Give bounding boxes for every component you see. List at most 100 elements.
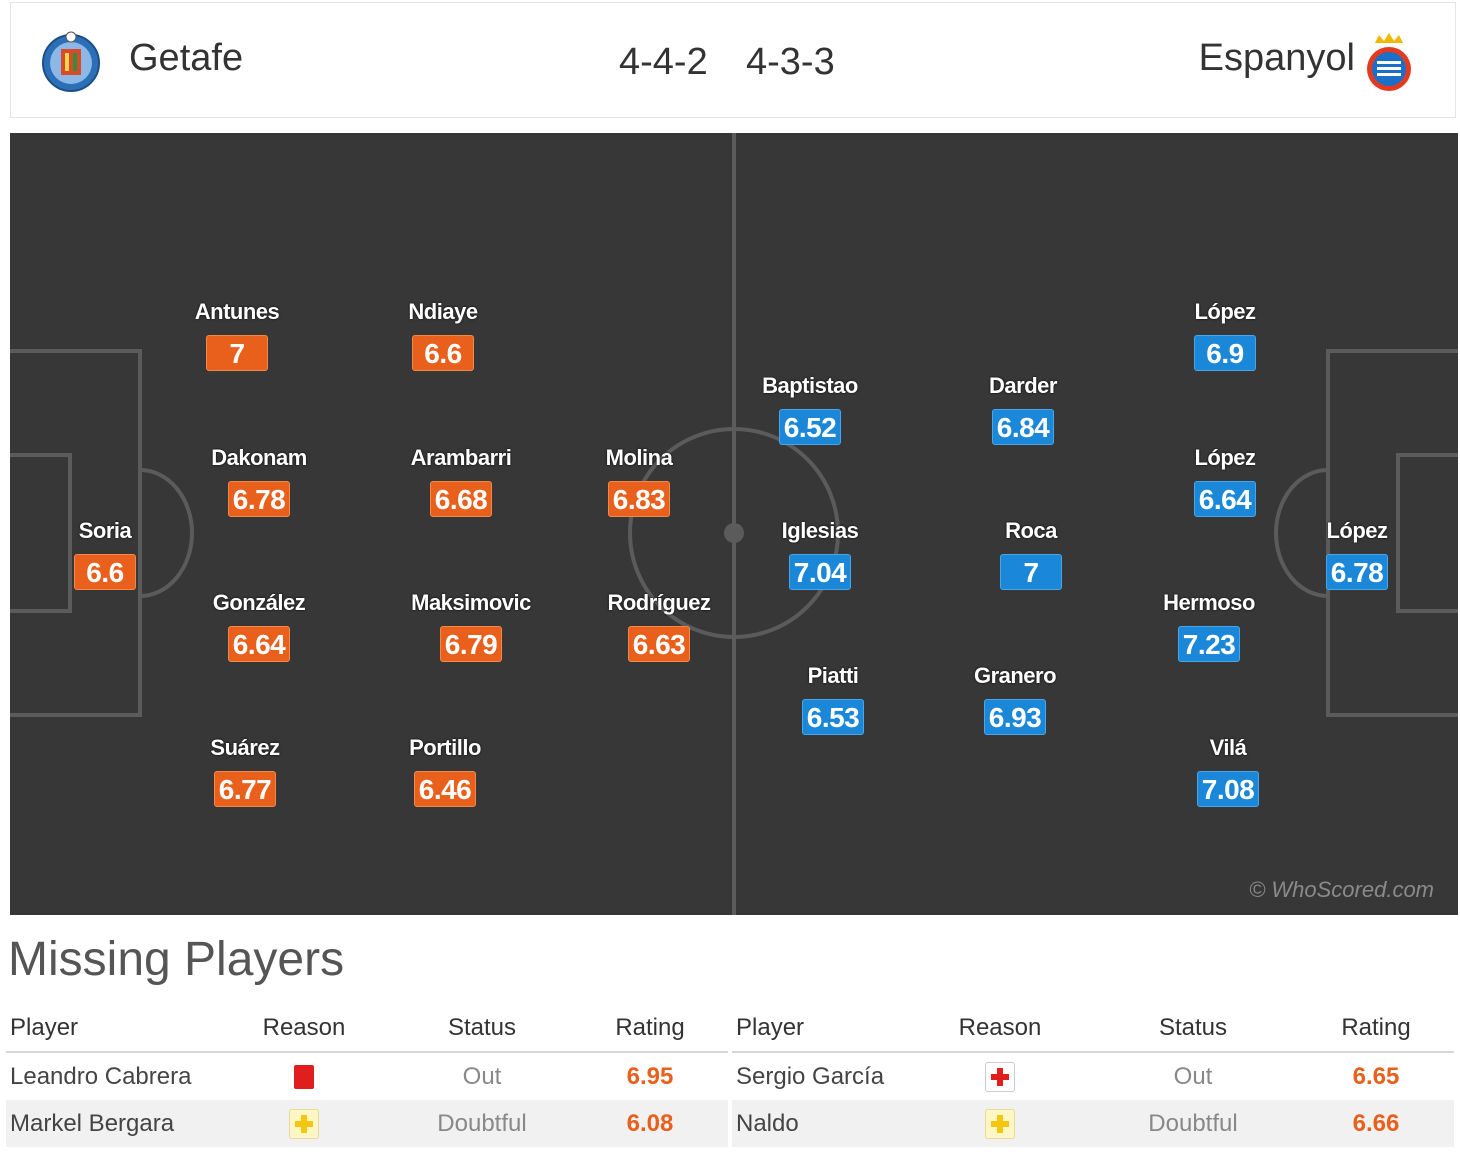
player-name: López: [1194, 299, 1256, 324]
missing-rating: 6.95: [626, 1062, 674, 1090]
home-player[interactable]: Antunes 7: [162, 299, 312, 371]
player-rating: 7.08: [1197, 771, 1259, 807]
player-name: Vilá: [1209, 735, 1247, 760]
player-name: Dakonam: [211, 445, 307, 470]
player-rating: 6.78: [1326, 554, 1388, 590]
player-rating: 7.04: [789, 554, 851, 590]
home-player[interactable]: Soria 6.6: [30, 518, 180, 590]
col-rating[interactable]: Rating: [1298, 1005, 1454, 1053]
missing-reason: [216, 1100, 392, 1147]
player-rating: 6.84: [992, 409, 1054, 445]
away-player[interactable]: Vilá 7.08: [1153, 735, 1303, 807]
player-rating: 6.52: [779, 409, 841, 445]
missing-rating: 6.65: [1352, 1062, 1400, 1090]
player-rating: 6.6: [74, 554, 136, 590]
home-player[interactable]: Portillo 6.46: [370, 735, 520, 807]
away-player[interactable]: Roca 7: [956, 518, 1106, 590]
home-player[interactable]: Ndiaye 6.6: [368, 299, 518, 371]
player-rating: 6.77: [214, 771, 276, 807]
player-name: Iglesias: [781, 518, 859, 543]
away-player[interactable]: López 6.9: [1150, 299, 1300, 371]
player-name: Suárez: [210, 735, 280, 760]
home-missing-table: Player Reason Status Rating Leandro Cabr…: [6, 1005, 728, 1147]
away-team-name[interactable]: Espanyol: [1198, 37, 1355, 79]
missing-player-name[interactable]: Leandro Cabrera: [10, 1062, 192, 1090]
away-player[interactable]: Baptistao 6.52: [735, 373, 885, 445]
player-rating: 6.63: [628, 626, 690, 662]
home-player[interactable]: Suárez 6.77: [170, 735, 320, 807]
home-player[interactable]: Rodríguez 6.63: [584, 590, 734, 662]
player-rating: 6.6: [412, 335, 474, 371]
player-name: López: [1326, 518, 1388, 543]
player-name: Granero: [973, 663, 1057, 688]
player-name: Baptistao: [762, 373, 858, 398]
table-row: Sergio García Out 6.65: [732, 1052, 1454, 1100]
away-player[interactable]: López 6.78: [1282, 518, 1432, 590]
player-rating: 7: [206, 335, 268, 371]
col-reason[interactable]: Reason: [912, 1005, 1088, 1053]
player-rating: 7: [1000, 554, 1062, 590]
player-rating: 6.64: [1194, 481, 1256, 517]
away-player[interactable]: Hermoso 7.23: [1134, 590, 1284, 662]
player-name: González: [212, 590, 306, 615]
player-name: Portillo: [409, 735, 481, 760]
missing-rating: 6.08: [572, 1100, 728, 1147]
missing-player-name[interactable]: Sergio García: [736, 1062, 885, 1090]
home-team-name[interactable]: Getafe: [129, 37, 244, 79]
away-missing-table: Player Reason Status Rating Sergio Garcí…: [732, 1005, 1454, 1147]
whoscored-watermark: © WhoScored.com: [1249, 877, 1434, 902]
col-player[interactable]: Player: [6, 1005, 216, 1053]
lineup-pitch: Soria 6.6 Antunes 7 Dakonam 6.78 Gonzále…: [10, 133, 1458, 915]
home-player[interactable]: González 6.64: [184, 590, 334, 662]
missing-reason: [216, 1052, 392, 1100]
missing-player-name[interactable]: Naldo: [732, 1100, 912, 1147]
away-formation: 4-3-3: [746, 41, 835, 83]
player-name: Molina: [605, 445, 673, 470]
player-name: Arambarri: [410, 445, 512, 470]
col-reason[interactable]: Reason: [216, 1005, 392, 1053]
away-player[interactable]: Granero 6.93: [940, 663, 1090, 735]
away-player[interactable]: Darder 6.84: [948, 373, 1098, 445]
espanyol-crest-icon: [1367, 33, 1411, 91]
table-header-row: Player Reason Status Rating: [732, 1005, 1454, 1053]
missing-status: Out: [1173, 1062, 1213, 1090]
col-rating[interactable]: Rating: [572, 1005, 728, 1053]
home-player[interactable]: Maksimovic 6.79: [396, 590, 546, 662]
col-status[interactable]: Status: [1088, 1005, 1298, 1053]
player-name: Hermoso: [1163, 590, 1255, 615]
home-player[interactable]: Dakonam 6.78: [184, 445, 334, 517]
player-rating: 6.9: [1194, 335, 1256, 371]
player-rating: 7.23: [1178, 626, 1240, 662]
player-name: López: [1194, 445, 1256, 470]
player-rating: 6.46: [414, 771, 476, 807]
away-player[interactable]: Iglesias 7.04: [745, 518, 895, 590]
home-player[interactable]: Arambarri 6.68: [386, 445, 536, 517]
player-rating: 6.68: [430, 481, 492, 517]
table-header-row: Player Reason Status Rating: [6, 1005, 728, 1053]
pitch-lines: [10, 133, 1458, 915]
table-row: Naldo Doubtful 6.66: [732, 1100, 1454, 1147]
player-name: Antunes: [194, 299, 280, 324]
missing-players-title: Missing Players: [8, 933, 345, 986]
missing-player-name[interactable]: Markel Bergara: [6, 1100, 216, 1147]
player-rating: 6.79: [440, 626, 502, 662]
home-player[interactable]: Molina 6.83: [564, 445, 714, 517]
away-player[interactable]: López 6.64: [1150, 445, 1300, 517]
player-name: Ndiaye: [408, 299, 478, 324]
player-rating: 6.64: [228, 626, 290, 662]
player-name: Maksimovic: [411, 590, 531, 615]
col-player[interactable]: Player: [732, 1005, 912, 1053]
away-player[interactable]: Piatti 6.53: [758, 663, 908, 735]
player-name: Rodríguez: [607, 590, 711, 615]
red-card-icon: [294, 1065, 314, 1090]
table-row: Leandro Cabrera Out 6.95: [6, 1052, 728, 1100]
player-name: Darder: [989, 373, 1057, 398]
match-header: Getafe 4-4-2 4-3-3 Espanyol: [10, 2, 1456, 118]
player-rating: 6.83: [608, 481, 670, 517]
missing-reason: [912, 1052, 1088, 1100]
missing-status: Doubtful: [392, 1100, 572, 1147]
player-name: Soria: [78, 518, 132, 543]
getafe-crest-icon: [42, 31, 100, 92]
player-rating: 6.93: [984, 699, 1046, 735]
col-status[interactable]: Status: [392, 1005, 572, 1053]
